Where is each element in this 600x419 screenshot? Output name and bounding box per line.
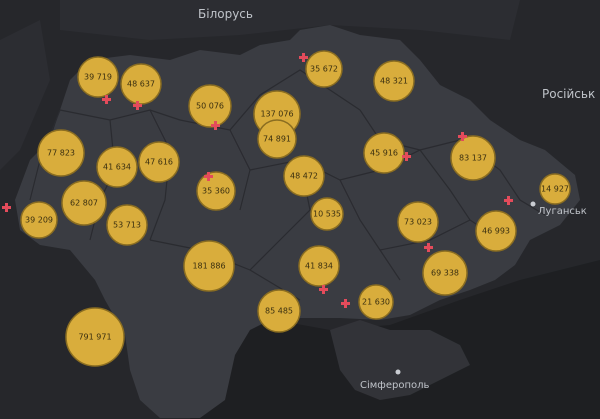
case-count-label: 85 485 [265, 307, 293, 316]
case-bubbles: 39 719 48 637 50 076 137 076 74 891 35 6… [20, 50, 571, 367]
case-bubble-luhansk[interactable]: 14 927 [539, 173, 571, 205]
red-cross-icon[interactable] [319, 285, 328, 294]
simferopol-city-dot [395, 369, 401, 375]
red-cross-icon[interactable] [133, 101, 142, 110]
red-cross-icon[interactable] [424, 243, 433, 252]
neighbor-land-west [0, 20, 50, 170]
case-bubble-ternopil[interactable]: 41 634 [96, 146, 138, 188]
case-count-label: 83 137 [459, 154, 487, 163]
case-bubble-sumy[interactable]: 48 321 [373, 60, 415, 102]
neighbor-land-north [60, 0, 520, 40]
case-count-label: 48 321 [380, 77, 408, 86]
case-bubble-dnipropetrovsk[interactable]: 73 023 [397, 201, 439, 243]
crimea [330, 320, 470, 400]
case-count-label: 46 993 [482, 227, 510, 236]
luhansk-city-dot [530, 201, 536, 207]
case-count-label: 50 076 [196, 102, 224, 111]
case-count-label: 137 076 [260, 110, 293, 119]
case-bubble-ivano-frankivsk[interactable]: 62 807 [61, 180, 107, 226]
case-bubble-khmelnytskyi[interactable]: 47 616 [138, 141, 180, 183]
case-count-label: 41 634 [103, 163, 131, 172]
case-bubble-poltava[interactable]: 45 916 [363, 132, 405, 174]
case-bubble-odesa[interactable]: 181 886 [183, 240, 235, 292]
place-label-luhansk: Луганськ [538, 206, 587, 217]
case-bubble-kherson[interactable]: 21 630 [358, 284, 394, 320]
case-bubble-chernihiv[interactable]: 35 672 [305, 50, 343, 88]
red-cross-icon[interactable] [102, 95, 111, 104]
case-count-label: 35 360 [202, 187, 230, 196]
case-count-label: 73 023 [404, 218, 432, 227]
case-count-label: 39 209 [25, 216, 53, 225]
case-bubble-chernivtsi[interactable]: 53 713 [106, 204, 148, 246]
case-count-label: 74 891 [263, 135, 291, 144]
case-bubble-rivne[interactable]: 48 637 [120, 63, 162, 105]
case-count-label: 181 886 [192, 262, 225, 271]
case-bubble-vinnytsia[interactable]: 35 360 [196, 171, 236, 211]
case-count-label: 21 630 [362, 298, 390, 307]
place-label-simferopol: Сімферополь [360, 379, 430, 391]
case-count-label: 14 927 [541, 185, 569, 194]
red-cross-icon[interactable] [299, 53, 308, 62]
case-count-label: 62 807 [70, 199, 98, 208]
case-count-label: 35 672 [310, 65, 338, 74]
case-count-label: 791 971 [78, 333, 111, 342]
case-bubble-kharkiv[interactable]: 83 137 [450, 135, 496, 181]
case-bubble-zhytomyr[interactable]: 50 076 [188, 84, 232, 128]
red-cross-icon[interactable] [458, 132, 467, 141]
red-cross-icon[interactable] [2, 203, 11, 212]
case-bubble-kyiv-city[interactable]: 74 891 [257, 119, 297, 159]
red-cross-icon[interactable] [204, 172, 213, 181]
case-bubble-kirovohrad[interactable]: 10 535 [310, 197, 344, 231]
place-label-russia: Російськ [542, 87, 595, 101]
case-count-label: 48 472 [290, 172, 318, 181]
case-count-label: 53 713 [113, 221, 141, 230]
case-count-label: 41 834 [305, 262, 333, 271]
case-bubble-donetsk[interactable]: 46 993 [475, 210, 517, 252]
case-count-label: 47 616 [145, 158, 173, 167]
red-cross-icon[interactable] [504, 196, 513, 205]
case-count-label: 48 637 [127, 80, 155, 89]
case-bubble-volyn[interactable]: 39 719 [77, 56, 119, 98]
red-cross-icon[interactable] [211, 121, 220, 130]
case-count-label: 69 338 [431, 269, 459, 278]
case-bubble-lviv[interactable]: 77 823 [37, 129, 85, 177]
place-label-belarus: Білорусь [198, 7, 253, 21]
case-count-label: 45 916 [370, 149, 398, 158]
case-bubble-zakarpattia[interactable]: 39 209 [20, 201, 58, 239]
case-bubble-odesa-south[interactable]: 791 971 [65, 307, 125, 367]
case-bubble-kherson-south[interactable]: 85 485 [257, 289, 301, 333]
case-count-label: 10 535 [313, 210, 341, 219]
case-bubble-zaporizhzhia[interactable]: 69 338 [422, 250, 468, 296]
red-cross-icon[interactable] [341, 299, 350, 308]
case-bubble-cherkasy[interactable]: 48 472 [283, 155, 325, 197]
hospital-markers [2, 53, 513, 308]
case-count-label: 39 719 [84, 73, 112, 82]
case-bubble-mykolaiv[interactable]: 41 834 [298, 245, 340, 287]
red-cross-icon[interactable] [402, 152, 411, 161]
case-count-label: 77 823 [47, 149, 75, 158]
